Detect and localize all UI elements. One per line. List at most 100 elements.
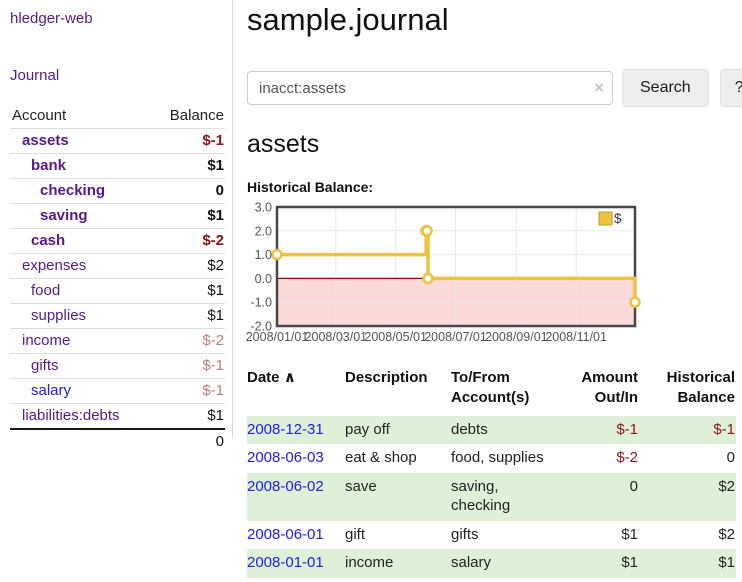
transaction-date-link[interactable]: 2008-12-31 <box>247 420 324 438</box>
transaction-accounts: gifts <box>451 525 479 543</box>
account-row: saving $1 <box>10 203 225 229</box>
account-link[interactable]: gifts <box>31 357 59 374</box>
date-column-header[interactable]: Date ∧ <box>247 369 296 386</box>
search-box: × <box>247 71 613 105</box>
account-row: income $-2 <box>10 328 225 354</box>
account-page-title: assets <box>247 130 320 158</box>
account-balance: $2 <box>207 257 224 274</box>
account-name-cell: salary <box>10 379 151 404</box>
account-link[interactable]: cash <box>31 232 66 249</box>
transaction-amount: $1 <box>621 554 638 571</box>
account-balance: $1 <box>207 407 224 424</box>
account-name-cell: liabilities:debts <box>10 404 151 430</box>
search-input[interactable] <box>247 71 613 105</box>
account-row: expenses $2 <box>10 253 225 279</box>
table-row: 2008-01-01 income salary $1 $1 <box>247 549 736 578</box>
transaction-date-link[interactable]: 2008-06-01 <box>247 525 324 543</box>
transaction-balance: 0 <box>726 449 735 466</box>
accounts-total-value: 0 <box>215 433 224 450</box>
clear-search-icon[interactable]: × <box>594 78 604 97</box>
transaction-balance: $-1 <box>713 420 735 438</box>
transaction-description: gift <box>345 525 366 543</box>
account-row: cash $-2 <box>10 228 225 254</box>
tofrom-column-header: To/From Account(s) <box>451 369 530 407</box>
accounts-total-spacer <box>10 429 151 454</box>
historical-balance-chart: $3.0 2.0 1.0 0.0 -1.0 -2.0 2008/01/01 2008/03/0… <box>246 201 736 345</box>
search-button[interactable]: Search <box>622 69 709 107</box>
svg-text:0.0: 0.0 <box>255 272 272 286</box>
table-row: 2008-12-31 pay off debts $-1 $-1 <box>247 415 736 445</box>
account-name-cell: gifts <box>10 354 151 379</box>
account-row: checking 0 <box>10 178 225 204</box>
transaction-balance: $2 <box>718 477 735 495</box>
account-link[interactable]: supplies <box>31 307 87 324</box>
account-row: food $1 <box>10 278 225 304</box>
transaction-date-cell: 2008-06-03 <box>247 444 345 473</box>
account-link[interactable]: assets <box>22 132 69 149</box>
app-title-link[interactable]: hledger-web <box>10 10 93 27</box>
sidebar-nav: Journal <box>10 67 224 84</box>
help-button[interactable]: ? <box>719 69 742 107</box>
account-balance: $-2 <box>202 232 224 249</box>
transaction-date-cell: 2008-06-01 <box>247 521 345 550</box>
transaction-amount: 0 <box>629 477 638 495</box>
main-content: sample.journal × Search ? assets Histori… <box>246 0 742 578</box>
account-name-cell: supplies <box>10 304 151 329</box>
description-column-header: Description <box>345 369 428 386</box>
accounts-table-header: Account Balance <box>10 105 225 129</box>
app-title: hledger-web <box>10 10 224 27</box>
amount-column-header: Amount Out/In <box>581 369 638 407</box>
svg-text:2.0: 2.0 <box>255 224 272 238</box>
svg-text:2008/09/01: 2008/09/01 <box>485 330 548 344</box>
balance-column-header: Balance <box>169 107 224 124</box>
account-balance: $1 <box>207 307 224 324</box>
account-name-cell: cash <box>10 229 151 254</box>
account-row: liabilities:debts $1 <box>10 403 225 430</box>
svg-text:2008/05/01: 2008/05/01 <box>364 330 427 344</box>
account-name-cell: saving <box>10 204 151 229</box>
account-link[interactable]: salary <box>31 382 72 399</box>
account-link[interactable]: liabilities:debts <box>22 407 120 424</box>
chart-label: Historical Balance: <box>247 179 374 195</box>
account-name-cell: income <box>10 329 151 354</box>
transaction-accounts: debts <box>451 420 488 438</box>
transaction-balance: $1 <box>718 554 735 571</box>
account-link[interactable]: checking <box>40 182 106 199</box>
transaction-description: save <box>345 477 377 495</box>
transaction-amount: $-2 <box>616 449 638 466</box>
transaction-date-cell: 2008-01-01 <box>247 549 345 578</box>
accounts-table: Account Balance assets $-1 bank $1 check… <box>10 105 225 454</box>
account-balance: 0 <box>215 182 224 199</box>
balance-column-header-main: Historical Balance <box>666 369 735 407</box>
transaction-date-cell: 2008-12-31 <box>247 416 345 445</box>
svg-text:-1.0: -1.0 <box>250 296 272 310</box>
transaction-accounts: saving, checking <box>451 477 511 515</box>
svg-text:2008/03/01: 2008/03/01 <box>305 330 368 344</box>
svg-text:3.0: 3.0 <box>255 201 272 215</box>
account-name-cell: expenses <box>10 254 151 279</box>
account-link[interactable]: food <box>31 282 61 299</box>
transaction-accounts: food, supplies <box>451 449 544 466</box>
account-row: bank $1 <box>10 153 225 179</box>
account-link[interactable]: bank <box>31 157 67 174</box>
svg-text:2008/01/01: 2008/01/01 <box>246 330 309 344</box>
account-name-cell: food <box>10 279 151 304</box>
transaction-date-link[interactable]: 2008-06-03 <box>247 449 324 466</box>
account-link[interactable]: income <box>22 332 71 349</box>
transaction-description: pay off <box>345 420 390 438</box>
register-table: Date ∧ Description To/From Account(s) Am… <box>247 368 736 578</box>
transaction-description: income <box>345 554 394 571</box>
account-row: supplies $1 <box>10 303 225 329</box>
account-balance: $-1 <box>202 132 224 149</box>
svg-text:$: $ <box>614 211 622 226</box>
sidebar-item-journal[interactable]: Journal <box>10 67 60 84</box>
account-name-cell: checking <box>10 179 151 204</box>
account-balance: $1 <box>207 207 224 224</box>
page-title: sample.journal <box>247 2 449 37</box>
account-link[interactable]: expenses <box>22 257 87 274</box>
account-link[interactable]: saving <box>40 207 88 224</box>
transaction-date-link[interactable]: 2008-01-01 <box>247 554 324 571</box>
search-form: × Search ? <box>247 69 742 107</box>
transaction-description: eat & shop <box>345 449 417 466</box>
transaction-date-link[interactable]: 2008-06-02 <box>247 477 324 495</box>
